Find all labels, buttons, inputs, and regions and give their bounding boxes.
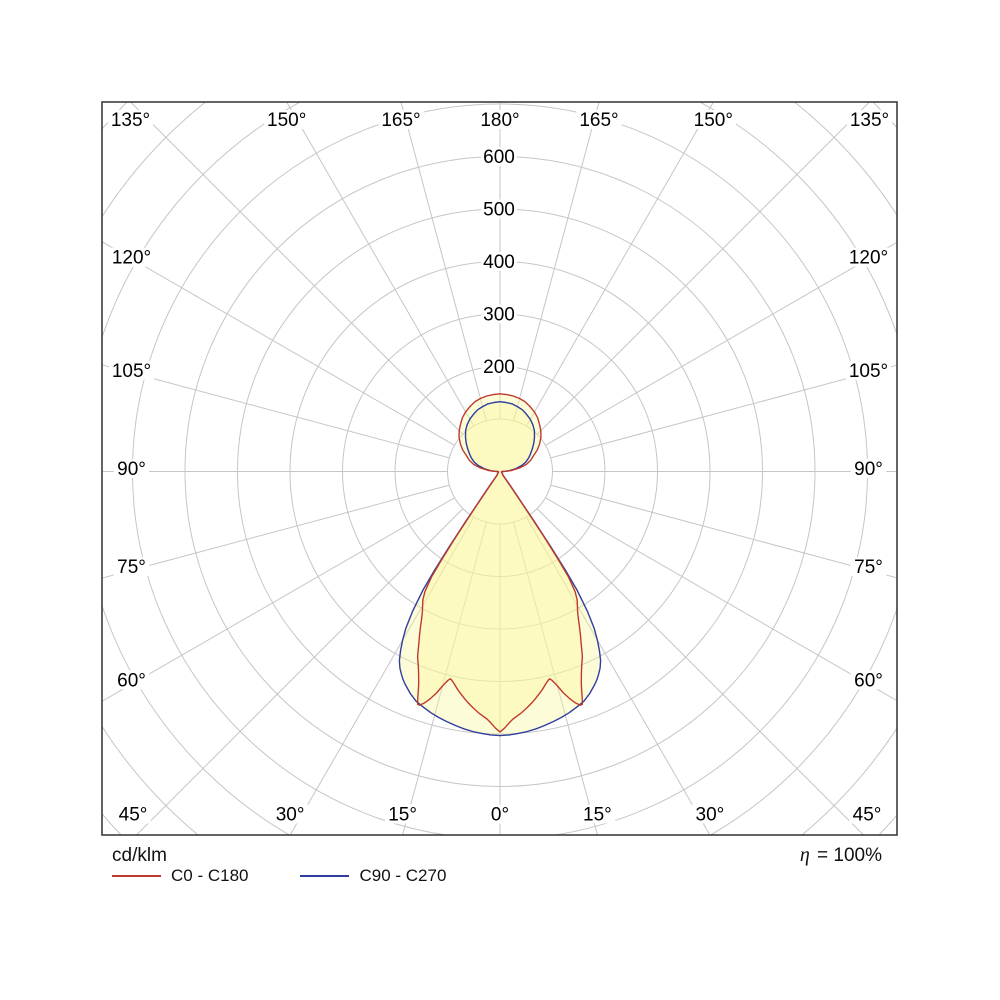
svg-text:75°: 75° [854, 557, 883, 578]
svg-text:45°: 45° [853, 805, 882, 826]
curve-fill-1 [399, 401, 601, 736]
svg-text:180°: 180° [480, 110, 519, 131]
svg-text:90°: 90° [117, 459, 146, 480]
curve-fill-0 [417, 393, 583, 732]
svg-text:120°: 120° [112, 248, 151, 269]
legend-label-c0-c180: C0 - C180 [171, 866, 249, 885]
svg-text:90°: 90° [854, 459, 883, 480]
plot-border [101, 101, 898, 836]
axis-labels: 200 300 400 500 600 135° 150° 165° 180° 165° 150° 1… [108, 110, 892, 826]
legend: C0 - C180 C90 - C270 [112, 866, 446, 886]
legend-swatch-c0-c180 [112, 875, 161, 877]
svg-text:400: 400 [483, 252, 515, 273]
svg-text:75°: 75° [117, 557, 146, 578]
svg-text:500: 500 [483, 200, 515, 221]
legend-label-c90-c270: C90 - C270 [359, 866, 447, 885]
svg-text:165°: 165° [381, 110, 420, 131]
efficiency-value: = 100% [817, 845, 882, 866]
legend-item-c90-c270: C90 - C270 [300, 866, 446, 886]
svg-text:300: 300 [483, 305, 515, 326]
svg-text:150°: 150° [267, 110, 306, 131]
svg-text:15°: 15° [388, 805, 417, 826]
svg-text:165°: 165° [579, 110, 618, 131]
svg-text:600: 600 [483, 147, 515, 168]
svg-text:45°: 45° [119, 805, 148, 826]
svg-text:150°: 150° [694, 110, 733, 131]
svg-text:135°: 135° [850, 110, 889, 131]
svg-text:105°: 105° [112, 361, 151, 382]
svg-text:200: 200 [483, 357, 515, 378]
svg-text:105°: 105° [849, 361, 888, 382]
svg-text:30°: 30° [276, 805, 305, 826]
efficiency-label: η = 100% [800, 844, 882, 867]
legend-item-c0-c180: C0 - C180 [112, 866, 248, 886]
svg-text:0°: 0° [491, 805, 509, 826]
svg-text:15°: 15° [583, 805, 612, 826]
curve-C0-C180 [416, 393, 584, 733]
unit-label: cd/klm [112, 845, 167, 866]
eta-symbol: η [799, 844, 810, 866]
svg-text:30°: 30° [696, 805, 725, 826]
svg-text:120°: 120° [849, 248, 888, 269]
svg-text:135°: 135° [111, 110, 150, 131]
legend-swatch-c90-c270 [300, 875, 350, 877]
svg-text:60°: 60° [117, 670, 146, 691]
svg-text:60°: 60° [854, 670, 883, 691]
